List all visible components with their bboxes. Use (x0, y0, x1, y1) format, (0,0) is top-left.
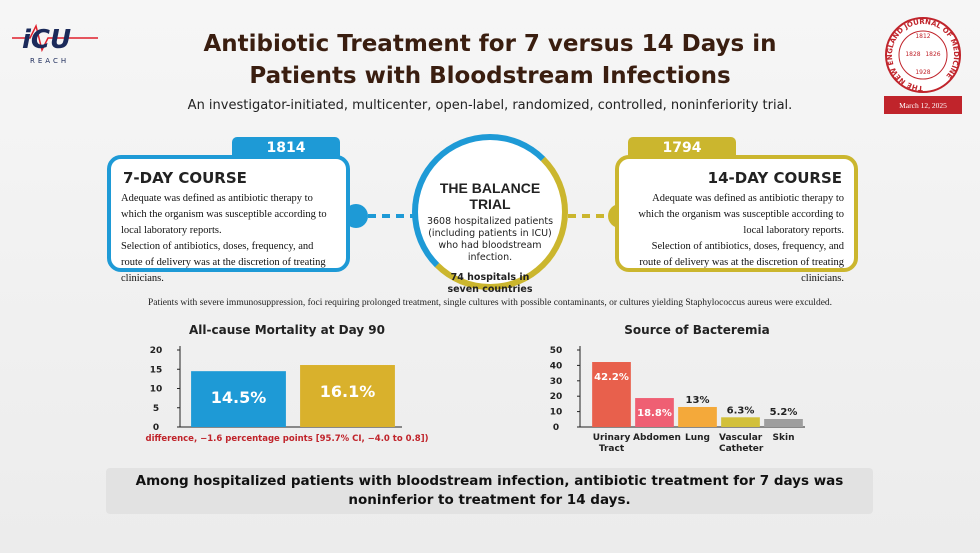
bar (721, 417, 760, 427)
subtitle: An investigator-initiated, multicenter, … (187, 98, 793, 113)
trial-title: THE BALANCE TRIAL (439, 180, 541, 212)
y-tick-label: 20 (550, 392, 563, 402)
bar (678, 406, 717, 427)
arm-text: Selection of antibiotics, doses, frequen… (639, 241, 844, 284)
bar (592, 362, 631, 427)
x-tick-label: Lung (685, 433, 710, 443)
trial-description: 3608 hospitalized patients (including pa… (426, 216, 554, 263)
chart-title: Source of Bacteremia (624, 323, 769, 337)
chart-svg: Source of Bacteremia 0 10 20 30 40 50 42.2% 18.8… (550, 323, 805, 433)
arm-text: Adequate was defined as antibiotic thera… (121, 193, 327, 236)
y-tick-label: 5 (153, 404, 159, 414)
arm-text: Selection of antibiotics, doses, frequen… (121, 241, 326, 284)
y-tick-label: 15 (150, 365, 163, 375)
x-tick-label: Urinary Tract (592, 433, 631, 454)
arm-panel: 7-DAY COURSE Adequate was defined as ant… (107, 155, 350, 284)
seal-year: 1828 (905, 51, 920, 58)
bar (191, 371, 286, 427)
y-tick-label: 20 (150, 346, 163, 356)
x-tick-label: Skin (772, 433, 795, 443)
chart-title: All-cause Mortality at Day 90 (189, 323, 385, 337)
arm-title: 14-DAY COURSE (707, 169, 842, 187)
y-tick-label: 0 (553, 423, 559, 433)
y-tick-label: 10 (150, 385, 163, 395)
value-label: 13% (686, 395, 710, 406)
y-tick-label: 0 (153, 423, 159, 433)
seal-year: 1928 (915, 69, 930, 76)
bar (635, 398, 674, 427)
logo-text: iCU (22, 25, 71, 55)
value-label: 6.3% (727, 405, 755, 416)
bar (764, 418, 803, 427)
title: Antibiotic Treatment for 7 versus 14 Day… (203, 31, 777, 89)
value-label: 5.2% (770, 407, 798, 418)
trial-circle: THE BALANCE TRIAL 3608 hospitalized pati… (412, 134, 568, 295)
chart: Source of Bacteremia 0 10 20 30 40 50 42.2% 18.8… (540, 322, 830, 457)
journal-date: March 12, 2025 (899, 101, 947, 110)
conclusion: Among hospitalized patients with bloodst… (106, 468, 873, 514)
value-label: 14.5% (211, 388, 267, 407)
arm-panel: 14-DAY COURSE Adequate was defined as an… (615, 155, 858, 284)
annotation: difference, −1.6 percentage points [95.7… (145, 434, 428, 444)
seal-year: 1812 (915, 33, 930, 40)
journal-seal: THE NEW ENGLAND JOURNAL OF MEDICINE 1812… (884, 17, 962, 114)
logo: iCU REACH (12, 23, 98, 65)
arm-title: 7-DAY COURSE (123, 169, 247, 187)
arm-text: Adequate was defined as antibiotic thera… (638, 193, 844, 236)
bar (300, 365, 395, 427)
value-label: 18.8% (637, 408, 672, 419)
x-tick-label: Abdomen (633, 433, 681, 443)
seal-year: 1826 (925, 51, 940, 58)
y-tick-label: 30 (550, 377, 563, 387)
y-tick-label: 50 (550, 346, 563, 356)
exclusion-note: Patients with severe immunosuppression, … (147, 298, 833, 308)
value-label: 16.1% (320, 382, 376, 401)
logo-sub: REACH (30, 57, 69, 65)
y-tick-label: 40 (550, 361, 563, 371)
y-tick-label: 10 (550, 408, 563, 418)
trial-sites: 74 hospitals in seven countries (447, 272, 533, 295)
x-tick-label: Vascular Catheter (719, 433, 764, 454)
chart-svg: All-cause Mortality at Day 90 0 5 10 15 20 14.… (145, 323, 428, 444)
value-label: 42.2% (594, 372, 629, 383)
chart: All-cause Mortality at Day 90 0 5 10 15 20 14.… (140, 322, 428, 452)
